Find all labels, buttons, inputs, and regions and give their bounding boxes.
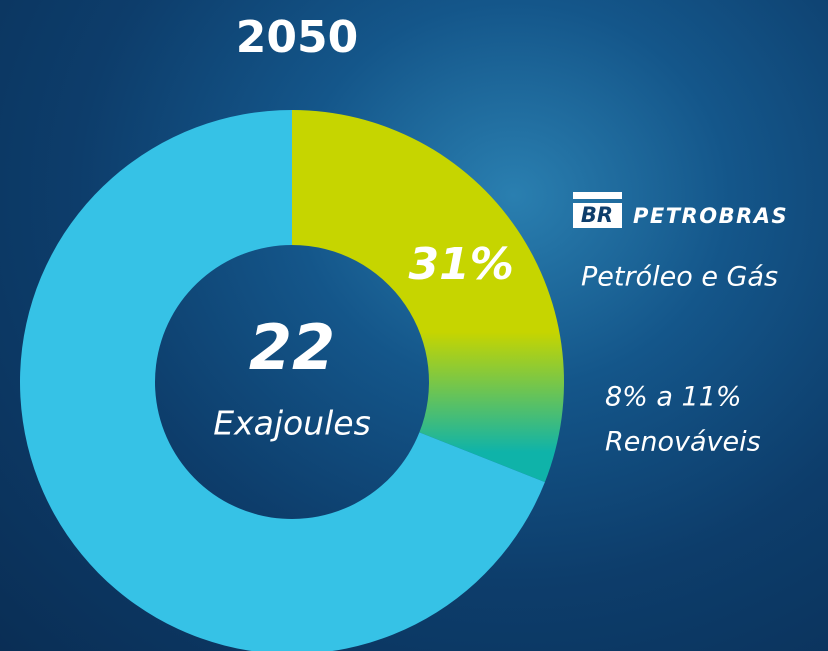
donut-slice [292, 110, 564, 483]
logo-text: BR [581, 203, 613, 227]
logo-box [573, 203, 622, 228]
legend-label: Renováveis [605, 427, 761, 458]
logo-bar [573, 192, 622, 199]
center-unit: Exajoules [213, 404, 371, 443]
legend-label: Petróleo e Gás [581, 262, 778, 293]
center-value: 22 [249, 311, 335, 384]
brand-name: PETROBRAS [633, 204, 788, 228]
legend-label: 8% a 11% [605, 382, 742, 413]
value-label: 31% [408, 239, 513, 290]
donut-slice [20, 110, 545, 651]
chart-title: 2050 [236, 12, 358, 63]
